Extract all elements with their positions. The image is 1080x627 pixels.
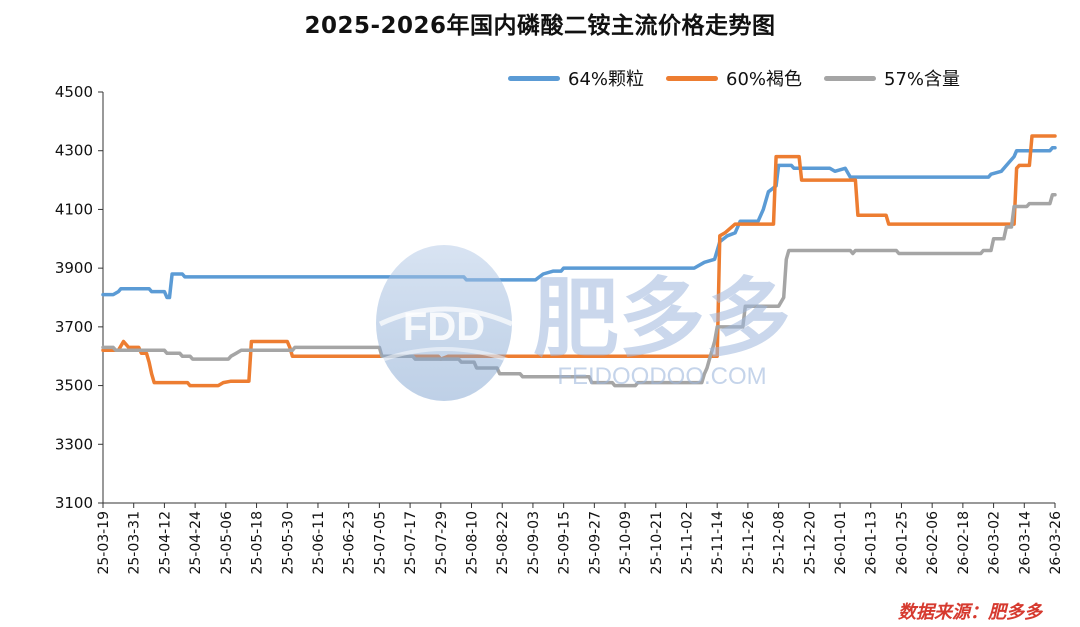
axes: 3100 3300 3500 3700 3900 4100 4300 4500 25-03-19… [55,83,1064,575]
series-line-2 [101,134,1057,388]
x-tick-label: 25-04-24 [188,511,204,575]
x-tick-label: 25-08-10 [465,511,481,575]
legend-swatch-57 [824,75,877,81]
series-layer [101,134,1057,388]
x-tick-label: 25-08-22 [495,511,511,575]
x-tick-label: 25-05-30 [280,511,296,575]
series-line-3 [101,193,1057,388]
legend-label-60: 60%褐色 [726,69,803,90]
x-tick-label: 25-06-23 [342,511,358,575]
x-tick-label: 25-11-26 [741,511,757,575]
x-tick-label: 25-10-21 [649,511,665,575]
x-tick-label: 26-02-06 [925,511,941,575]
chart-title: 2025-2026年国内磷酸二铵主流价格走势图 [304,13,776,39]
x-tick-label: 25-12-08 [772,511,788,575]
x-tick-label: 25-06-11 [311,511,327,575]
y-tick-label: 3900 [55,259,93,277]
x-tick-label: 25-07-05 [372,511,388,575]
legend: 64%颗粒 60%褐色 57%含量 [508,64,982,92]
x-tick-label: 25-10-09 [618,511,634,575]
x-tick-label: 26-03-26 [1048,511,1064,575]
x-tick-label: 25-07-17 [403,511,419,575]
x-tick-label: 26-01-13 [864,511,880,575]
x-tick-label: 26-02-18 [956,511,972,575]
x-tick-label: 25-11-02 [679,511,695,575]
legend-label-57: 57%含量 [884,69,961,90]
y-tick-label: 3100 [55,494,93,512]
x-tick-label: 26-03-02 [987,511,1003,575]
x-tick-label: 25-09-15 [557,511,573,575]
legend-swatch-60 [666,75,719,81]
y-tick-label: 3300 [55,435,93,453]
x-tick-label: 26-03-14 [1017,511,1033,575]
x-tick-label: 25-12-20 [802,511,818,575]
y-tick-label: 3700 [55,318,93,336]
x-tick-label: 25-07-29 [434,511,450,575]
y-tick-label: 4500 [55,83,93,101]
x-tick-label: 25-03-19 [96,511,112,575]
x-tick-label: 26-01-01 [833,511,849,575]
x-tick-label: 25-11-14 [710,511,726,575]
source-note: 数据来源：肥多多 [898,602,1042,623]
x-tick-label: 26-01-25 [894,511,910,575]
x-tick-label: 25-09-03 [526,511,542,575]
legend-item-64[interactable]: 64%颗粒 [508,65,644,91]
x-tick-label: 25-04-12 [157,511,173,575]
y-tick-label: 4300 [55,142,93,160]
x-tick-label: 25-03-31 [127,511,143,575]
legend-label-64: 64%颗粒 [568,69,645,90]
y-tick-label: 4100 [55,200,93,218]
series-line-1 [101,146,1057,300]
y-tick-label: 3500 [55,377,93,395]
legend-swatch-64 [508,75,560,81]
x-tick-label: 25-05-18 [250,511,266,575]
x-tick-label: 25-05-06 [219,511,235,575]
legend-item-57[interactable]: 57%含量 [824,65,960,91]
legend-item-60[interactable]: 60%褐色 [666,65,802,91]
x-tick-label: 25-09-27 [587,511,603,575]
